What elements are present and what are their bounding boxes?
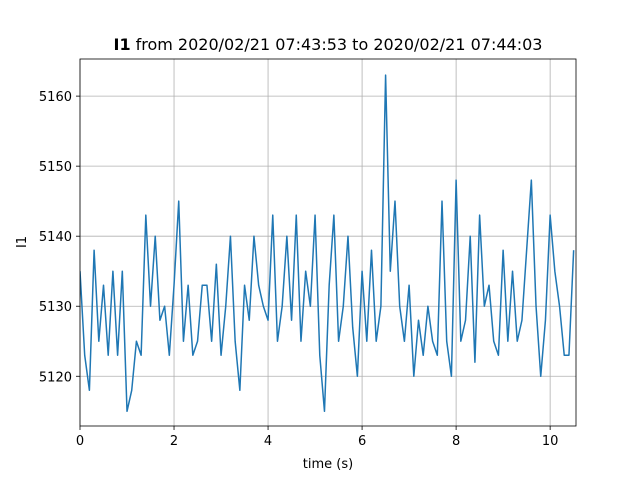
y-tick-label: 5130 — [39, 300, 72, 315]
data-line — [80, 74, 575, 413]
x-tick-label: 6 — [358, 434, 366, 449]
chart-title: I1 from 2020/02/21 07:43:53 to 2020/02/21… — [114, 35, 543, 54]
x-tick-label: 10 — [542, 434, 559, 449]
y-tick-label: 5160 — [39, 90, 72, 105]
x-tick-label: 4 — [264, 434, 272, 449]
title-name: I1 — [114, 35, 131, 54]
x-axis-label: time (s) — [303, 457, 353, 472]
y-tick-label: 5150 — [39, 160, 72, 175]
y-tick-label: 5140 — [39, 230, 72, 245]
title-text: from 2020/02/21 07:43:53 to 2020/02/21 0… — [136, 35, 543, 54]
x-tick-label: 0 — [76, 434, 84, 449]
y-axis-label: I1 — [15, 236, 30, 248]
x-tick-label: 2 — [170, 434, 178, 449]
plot-frame — [79, 58, 577, 427]
x-tick-label: 8 — [452, 434, 460, 449]
y-tick-label: 5120 — [39, 370, 72, 385]
